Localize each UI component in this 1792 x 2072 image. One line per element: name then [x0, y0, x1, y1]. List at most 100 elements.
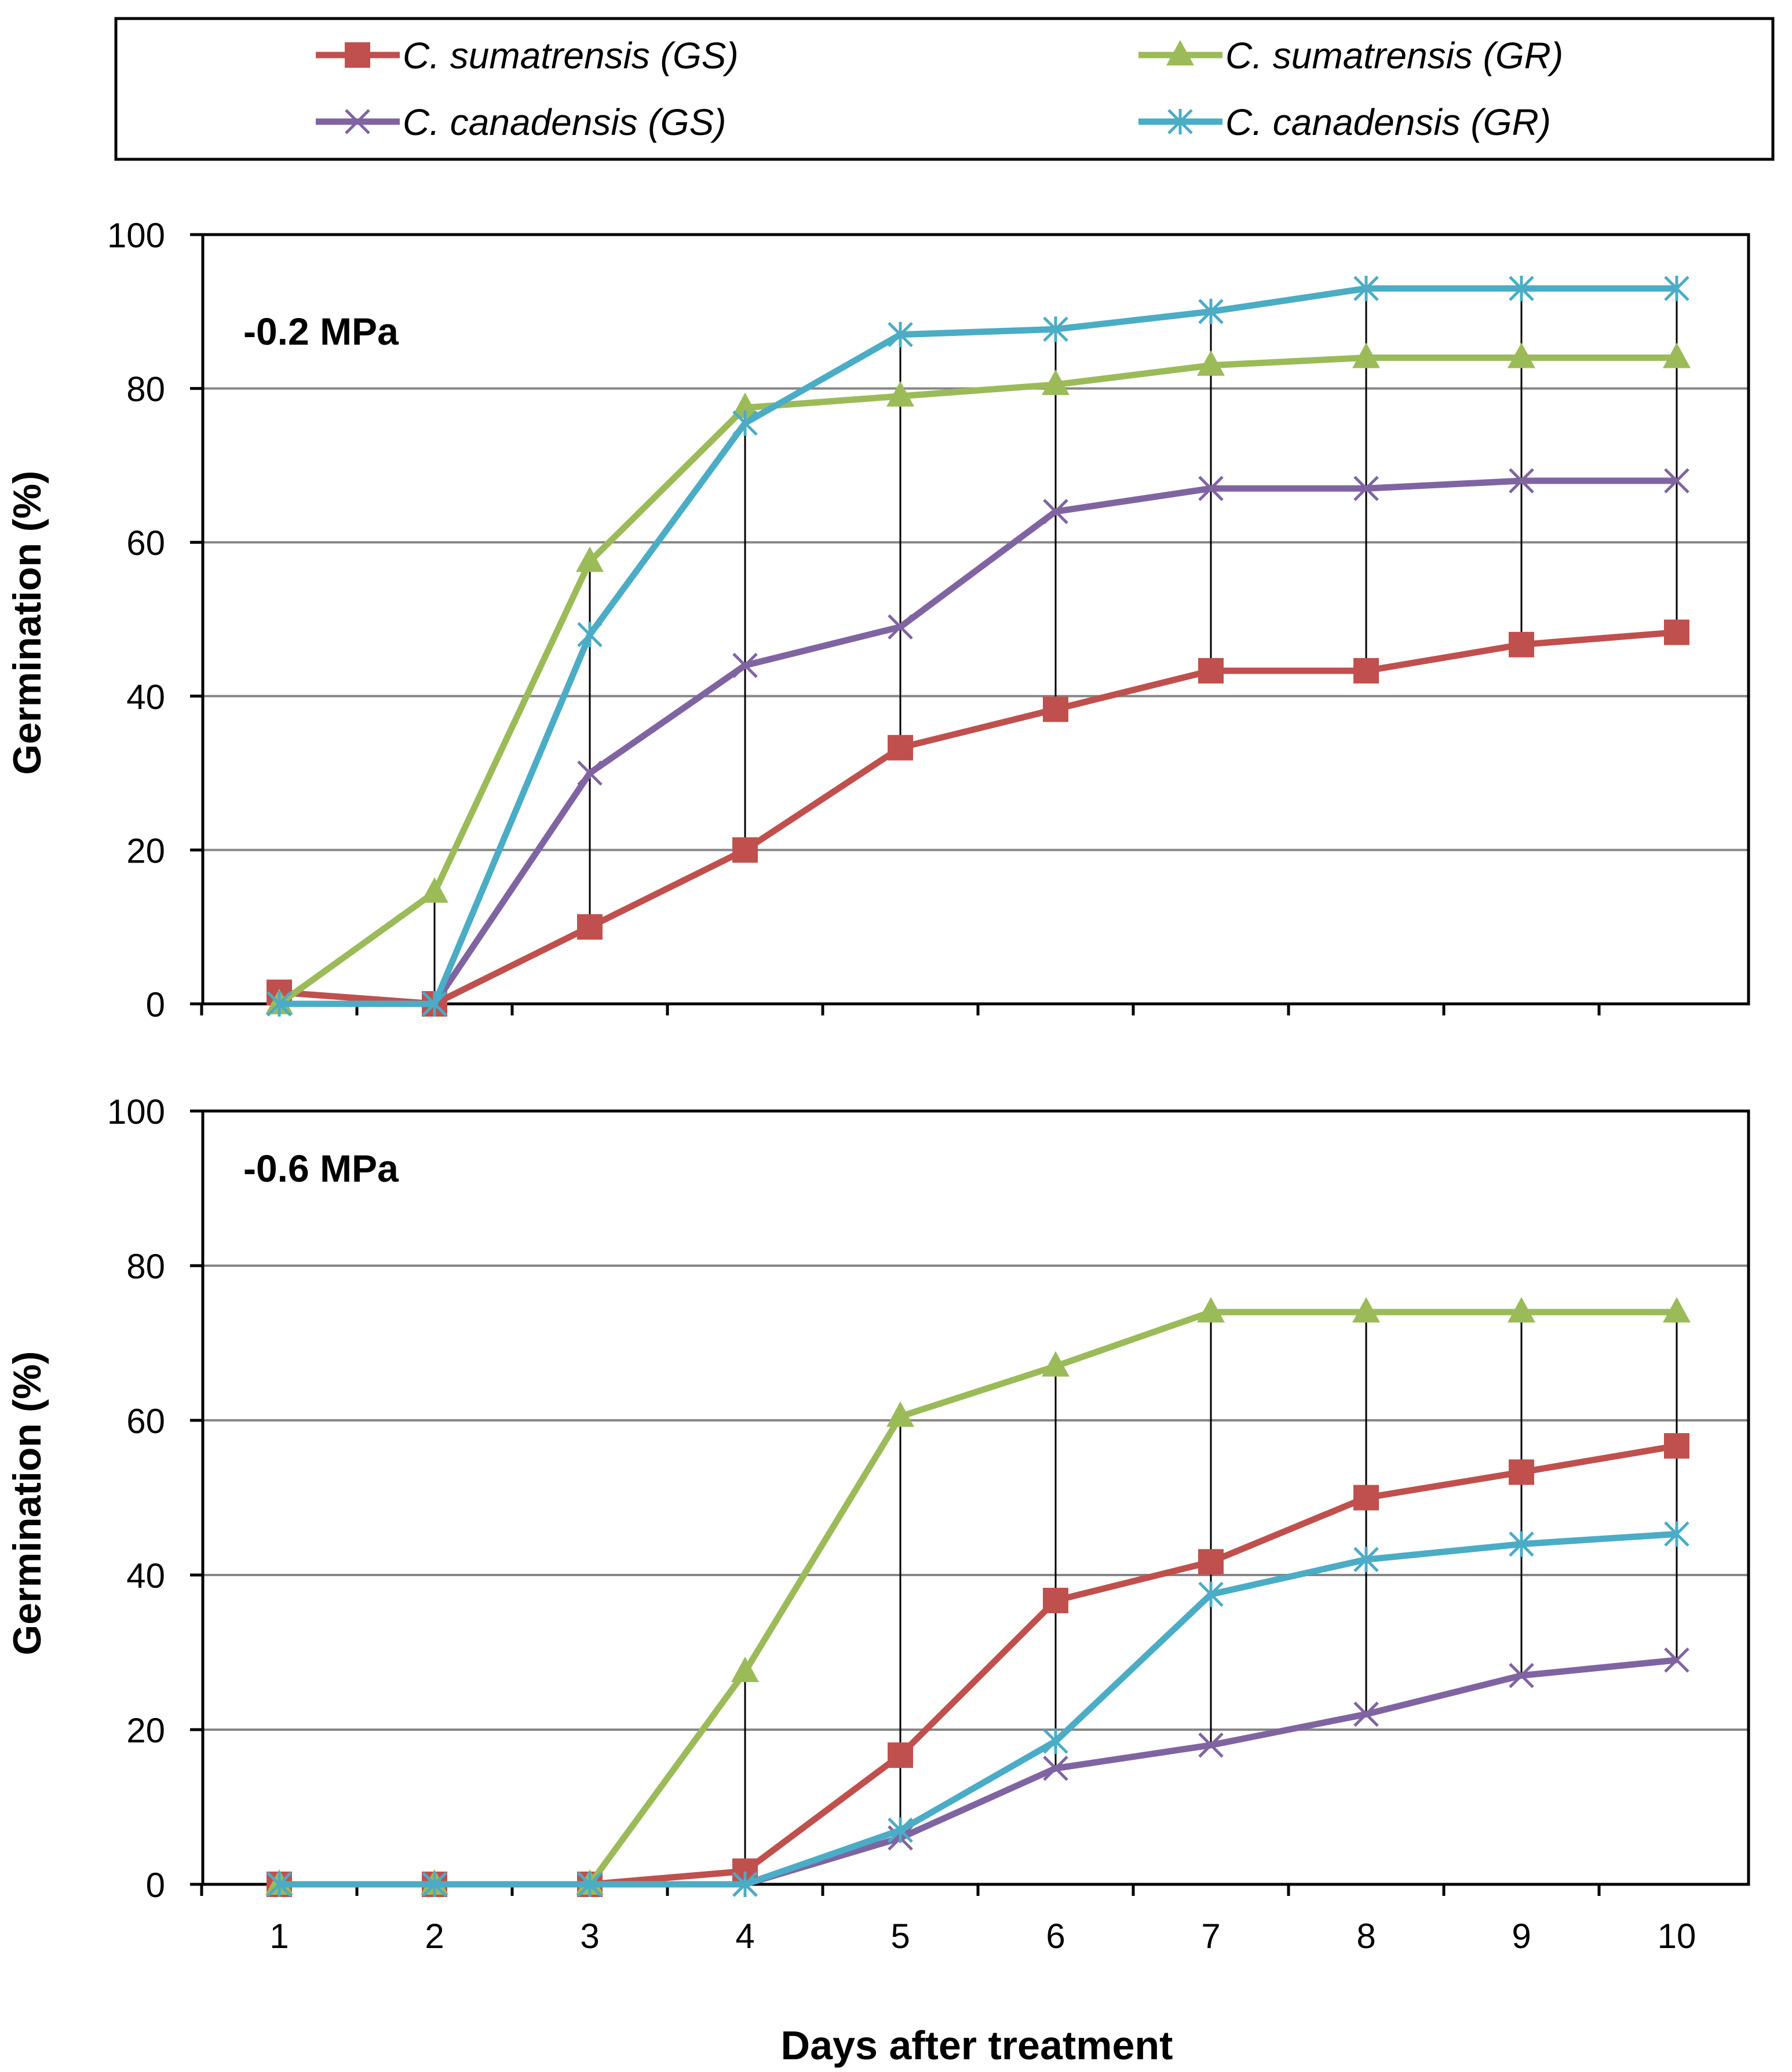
x-tick-label-4: 4: [735, 1917, 754, 1956]
series-c-canadensis-gs: [267, 468, 1689, 1017]
range-bars: [433, 288, 1678, 1004]
legend-box: [114, 17, 1775, 161]
legend-marker-asterisk-icon: [1167, 109, 1193, 134]
data-point-asterisk-icon: [1198, 298, 1224, 324]
data-point-square-icon: [1509, 1459, 1534, 1485]
data-point-x-icon: [1198, 476, 1224, 502]
data-point-square-icon: [1198, 1549, 1224, 1575]
data-point-triangle-icon: [731, 1656, 759, 1682]
x-tick-label-9: 9: [1512, 1917, 1531, 1956]
data-point-x-icon: [732, 652, 758, 678]
series-c-sumatrensis-gr: [265, 342, 1691, 1014]
range-bars: [744, 1312, 1678, 1884]
series-c-sumatrensis-gs: [267, 1433, 1689, 1897]
series-line: [279, 477, 1677, 1007]
series-line: [279, 629, 1677, 1007]
y-axis-label-top: Germination (%): [5, 470, 49, 774]
x-tick-label-8: 8: [1356, 1917, 1375, 1956]
y-tick-label-20: 20: [126, 1711, 165, 1750]
data-point-x-icon: [1353, 476, 1379, 502]
series-line: [279, 285, 1677, 1007]
y-axis-label-bottom: Germination (%): [5, 1351, 49, 1655]
data-point-asterisk-icon: [267, 1872, 292, 1897]
data-point-asterisk-icon: [1664, 275, 1689, 301]
data-point-asterisk-icon: [422, 991, 447, 1017]
data-point-triangle-icon: [731, 392, 759, 418]
data-point-triangle-icon: [1508, 342, 1535, 368]
y-tick-label-100: 100: [107, 1092, 165, 1131]
data-point-asterisk-icon: [1353, 275, 1379, 301]
data-point-asterisk-icon: [1043, 316, 1068, 342]
y-tick-label-40: 40: [126, 678, 165, 717]
x-ticks: 1 2 3 4 5 6 7 8 9 10: [200, 1884, 1696, 1956]
data-point-triangle-icon: [886, 1401, 914, 1427]
data-point-asterisk-icon: [732, 1872, 758, 1897]
legend-marker-triangle-icon: [1166, 40, 1194, 65]
legend-item-c-sumatrensis-gr: C. sumatrensis (GR): [1138, 35, 1563, 76]
x-tick-label-7: 7: [1201, 1917, 1220, 1956]
series-c-sumatrensis-gs: [267, 619, 1689, 1017]
data-point-triangle-icon: [1508, 1297, 1535, 1323]
legend-label: C. sumatrensis (GS): [403, 35, 739, 76]
data-point-square-icon: [888, 1742, 913, 1768]
series-c-canadensis-gr: [267, 275, 1689, 1017]
legend-label: C. canadensis (GR): [1225, 101, 1551, 143]
x-tick-label-2: 2: [425, 1917, 444, 1956]
data-point-asterisk-icon: [1353, 1547, 1379, 1573]
data-point-asterisk-icon: [422, 1872, 447, 1897]
data-point-triangle-icon: [1352, 342, 1380, 368]
data-point-square-icon: [577, 914, 603, 940]
series-c-canadensis-gs: [267, 1647, 1689, 1897]
y-ticks: 0 20 40 60 80 100: [107, 216, 203, 1024]
data-point-triangle-icon: [576, 546, 604, 572]
panel-bottom: Germination (%) -0.6 MPa 0 20 40 60 80 100 1 2 3…: [5, 1092, 1750, 1956]
data-point-asterisk-icon: [1198, 1581, 1224, 1607]
y-tick-label-80: 80: [126, 1247, 165, 1286]
panel-label-bottom: -0.6 MPa: [243, 1147, 399, 1190]
legend-label: C. sumatrensis (GR): [1225, 35, 1563, 76]
series-line: [277, 354, 1677, 1007]
data-point-asterisk-icon: [1509, 275, 1534, 301]
data-point-square-icon: [1664, 619, 1689, 645]
legend: C. sumatrensis (GS) C. sumatrensis (GR) C.…: [114, 17, 1775, 161]
data-point-square-icon: [1353, 1485, 1379, 1511]
x-tick-label-1: 1: [269, 1917, 289, 1956]
y-tick-label-20: 20: [126, 831, 165, 870]
y-tick-label-100: 100: [107, 216, 165, 255]
x-tick-label-3: 3: [580, 1917, 599, 1956]
data-point-x-icon: [1043, 1755, 1068, 1781]
y-tick-label-80: 80: [126, 370, 165, 409]
panel-top: Germination (%) -0.2 MPa 0 20 40 60 80 100: [5, 216, 1750, 1024]
data-point-asterisk-icon: [1664, 1521, 1689, 1547]
gridlines: [203, 1110, 1749, 1885]
y-tick-label-0: 0: [146, 1866, 165, 1905]
legend-item-c-sumatrensis-gs: C. sumatrensis (GS): [316, 35, 739, 76]
data-point-x-icon: [577, 760, 603, 786]
legend-label: C. canadensis (GS): [403, 101, 726, 143]
data-point-x-icon: [1043, 499, 1068, 524]
data-point-square-icon: [1043, 1588, 1068, 1614]
data-point-x-icon: [1509, 468, 1534, 494]
data-point-square-icon: [1198, 657, 1224, 684]
data-point-x-icon: [1664, 1647, 1689, 1673]
data-point-square-icon: [888, 734, 913, 761]
legend-item-c-canadensis-gs: C. canadensis (GS): [316, 101, 726, 143]
panel-label-top: -0.2 MPa: [243, 310, 399, 353]
data-point-asterisk-icon: [577, 622, 603, 648]
data-point-triangle-icon: [1197, 350, 1225, 376]
data-point-x-icon: [1664, 468, 1689, 494]
data-point-square-icon: [1664, 1433, 1689, 1459]
data-point-asterisk-icon: [267, 991, 292, 1017]
legend-marker-x-icon: [345, 109, 370, 134]
data-point-asterisk-icon: [732, 410, 758, 436]
data-point-triangle-icon: [1663, 1297, 1691, 1323]
legend-marker-square-icon: [345, 42, 370, 68]
series-line: [279, 1442, 1677, 1888]
y-ticks: 0 20 40 60 80 100: [107, 1092, 203, 1905]
data-point-triangle-icon: [1663, 342, 1691, 368]
x-axis-label: Days after treatment: [781, 2023, 1173, 2068]
data-point-triangle-icon: [1352, 1297, 1380, 1323]
data-point-asterisk-icon: [888, 1817, 913, 1843]
data-point-triangle-icon: [1197, 1297, 1225, 1323]
